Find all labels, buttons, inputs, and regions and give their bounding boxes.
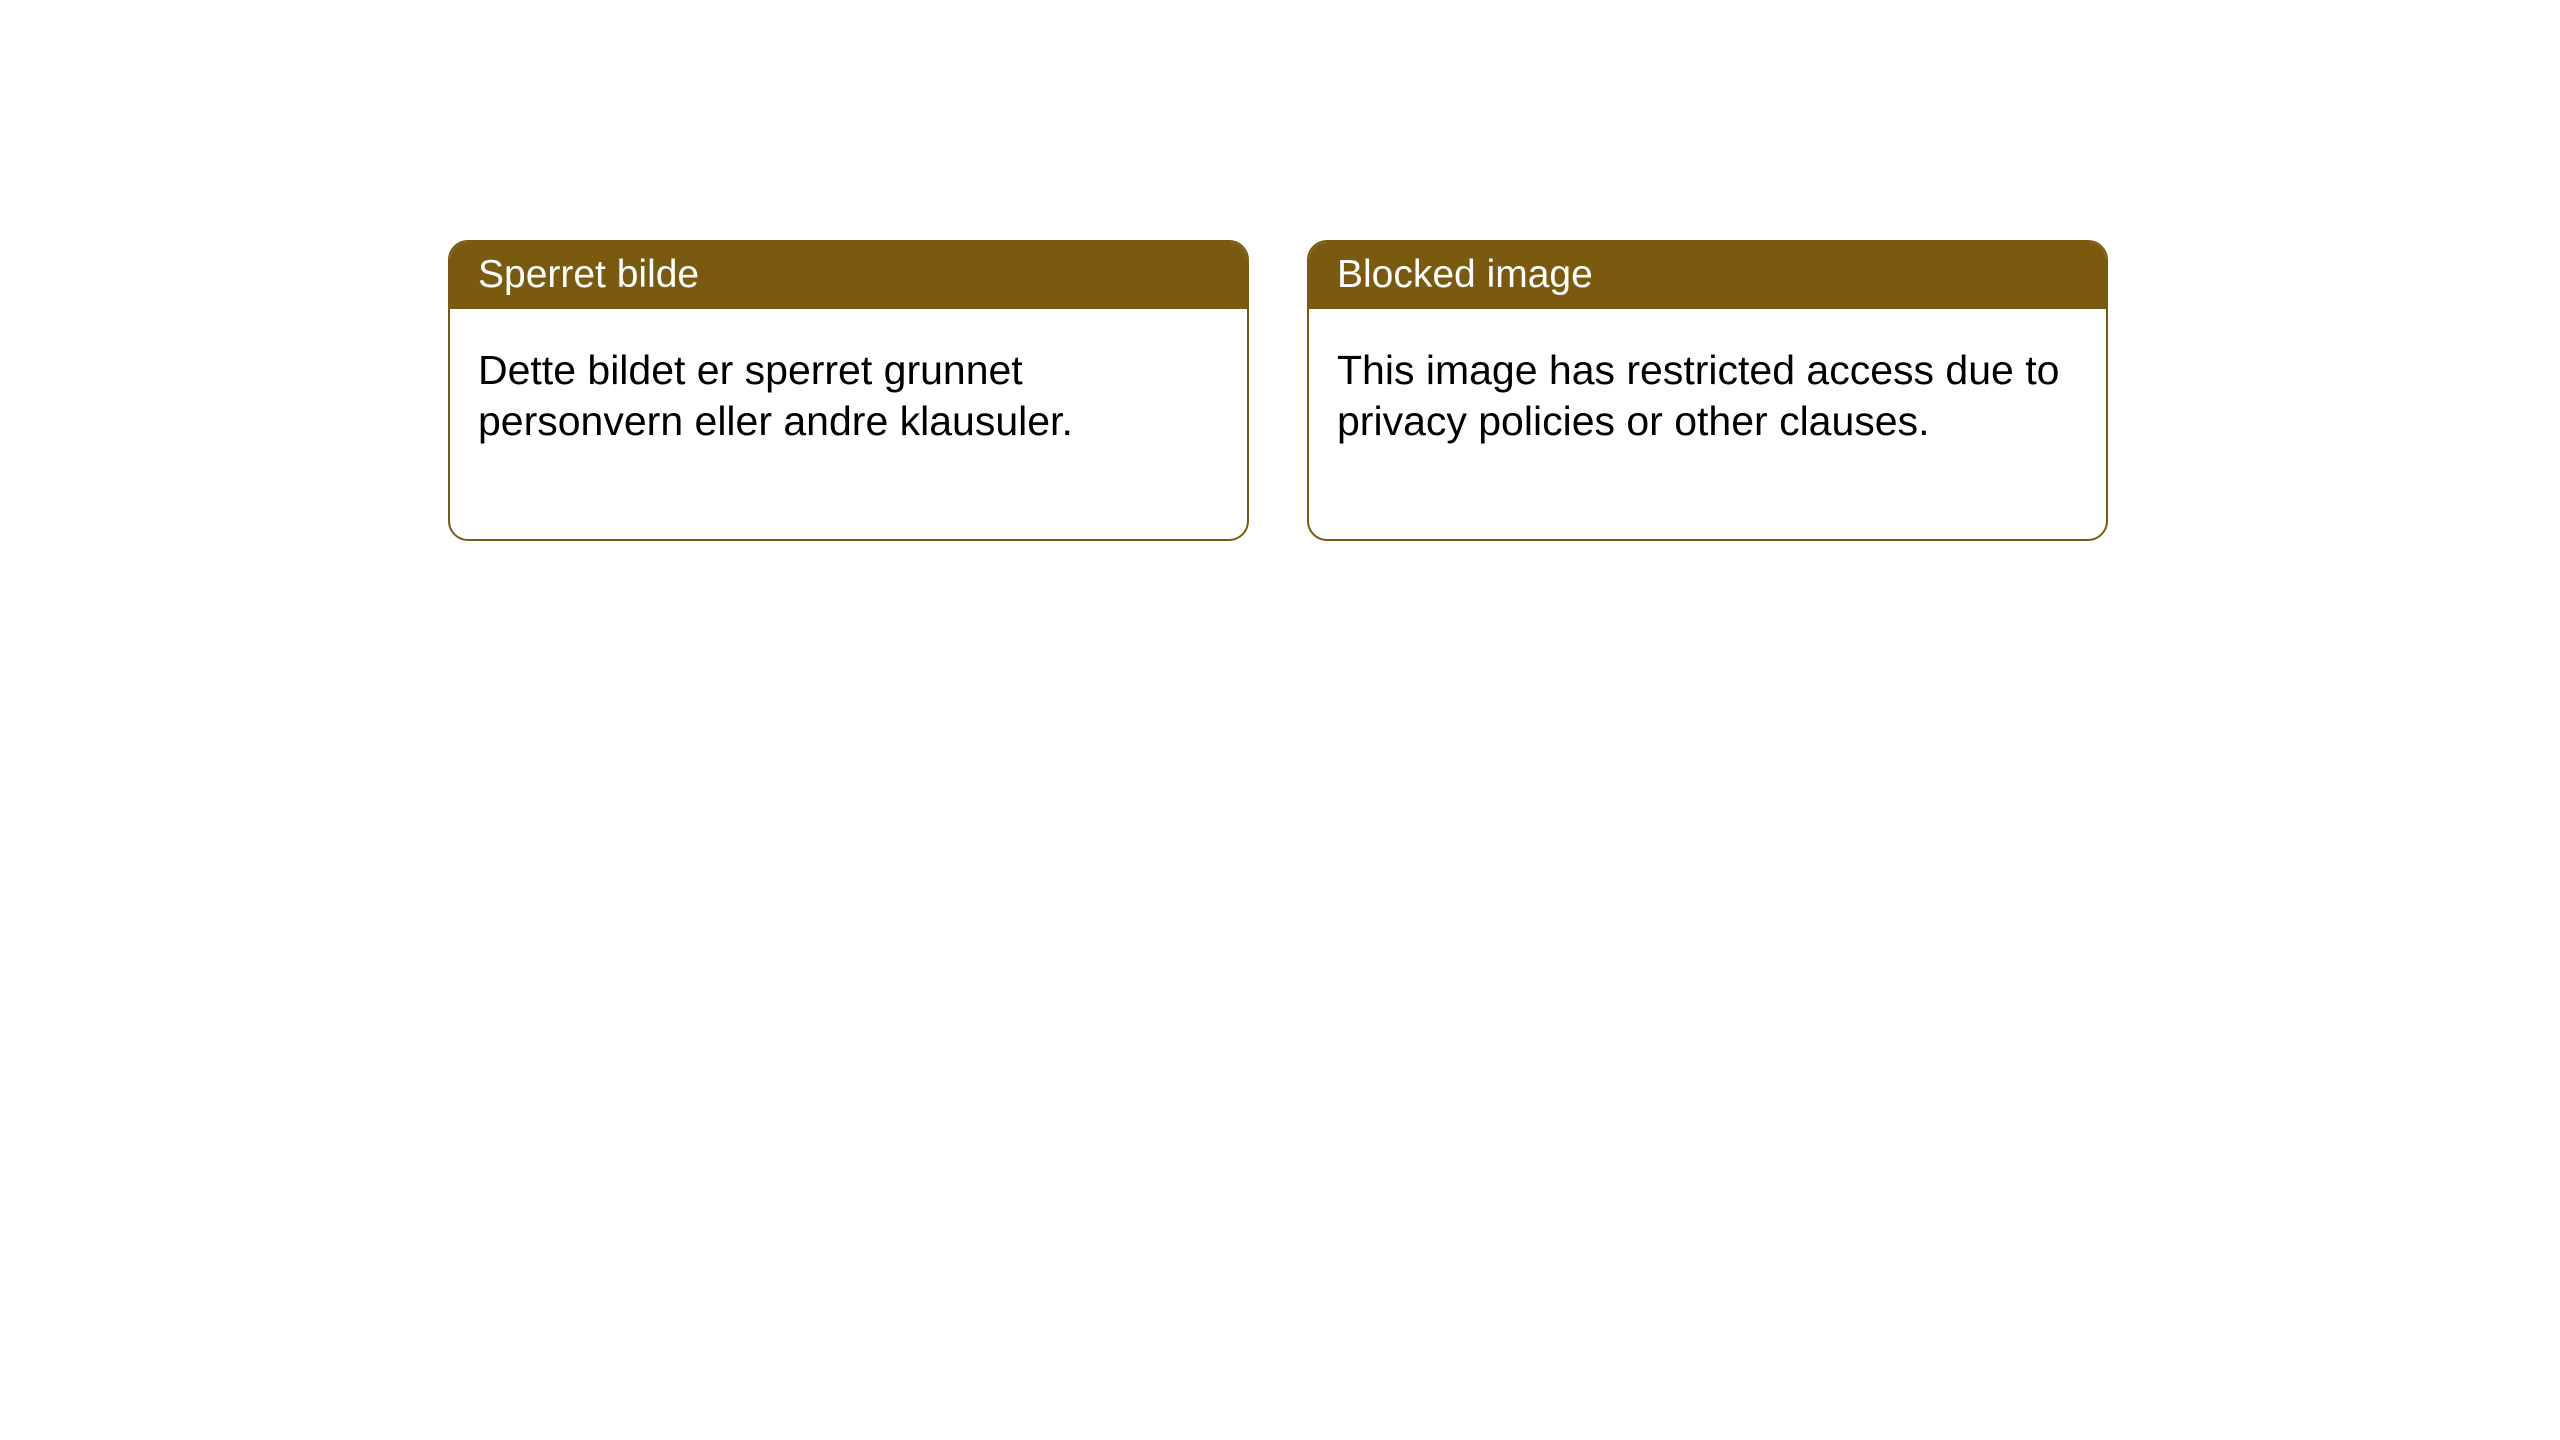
notice-title: Blocked image xyxy=(1337,253,1593,296)
notice-header: Blocked image xyxy=(1309,242,2106,309)
notice-header: Sperret bilde xyxy=(450,242,1247,309)
notice-title: Sperret bilde xyxy=(478,253,699,296)
notice-body: This image has restricted access due to … xyxy=(1309,309,2106,540)
notice-body: Dette bildet er sperret grunnet personve… xyxy=(450,309,1247,540)
notice-text: Dette bildet er sperret grunnet personve… xyxy=(478,347,1073,444)
notice-text: This image has restricted access due to … xyxy=(1337,347,2059,444)
notice-card-english: Blocked image This image has restricted … xyxy=(1307,240,2108,541)
notice-container: Sperret bilde Dette bildet er sperret gr… xyxy=(448,240,2108,541)
notice-card-norwegian: Sperret bilde Dette bildet er sperret gr… xyxy=(448,240,1249,541)
